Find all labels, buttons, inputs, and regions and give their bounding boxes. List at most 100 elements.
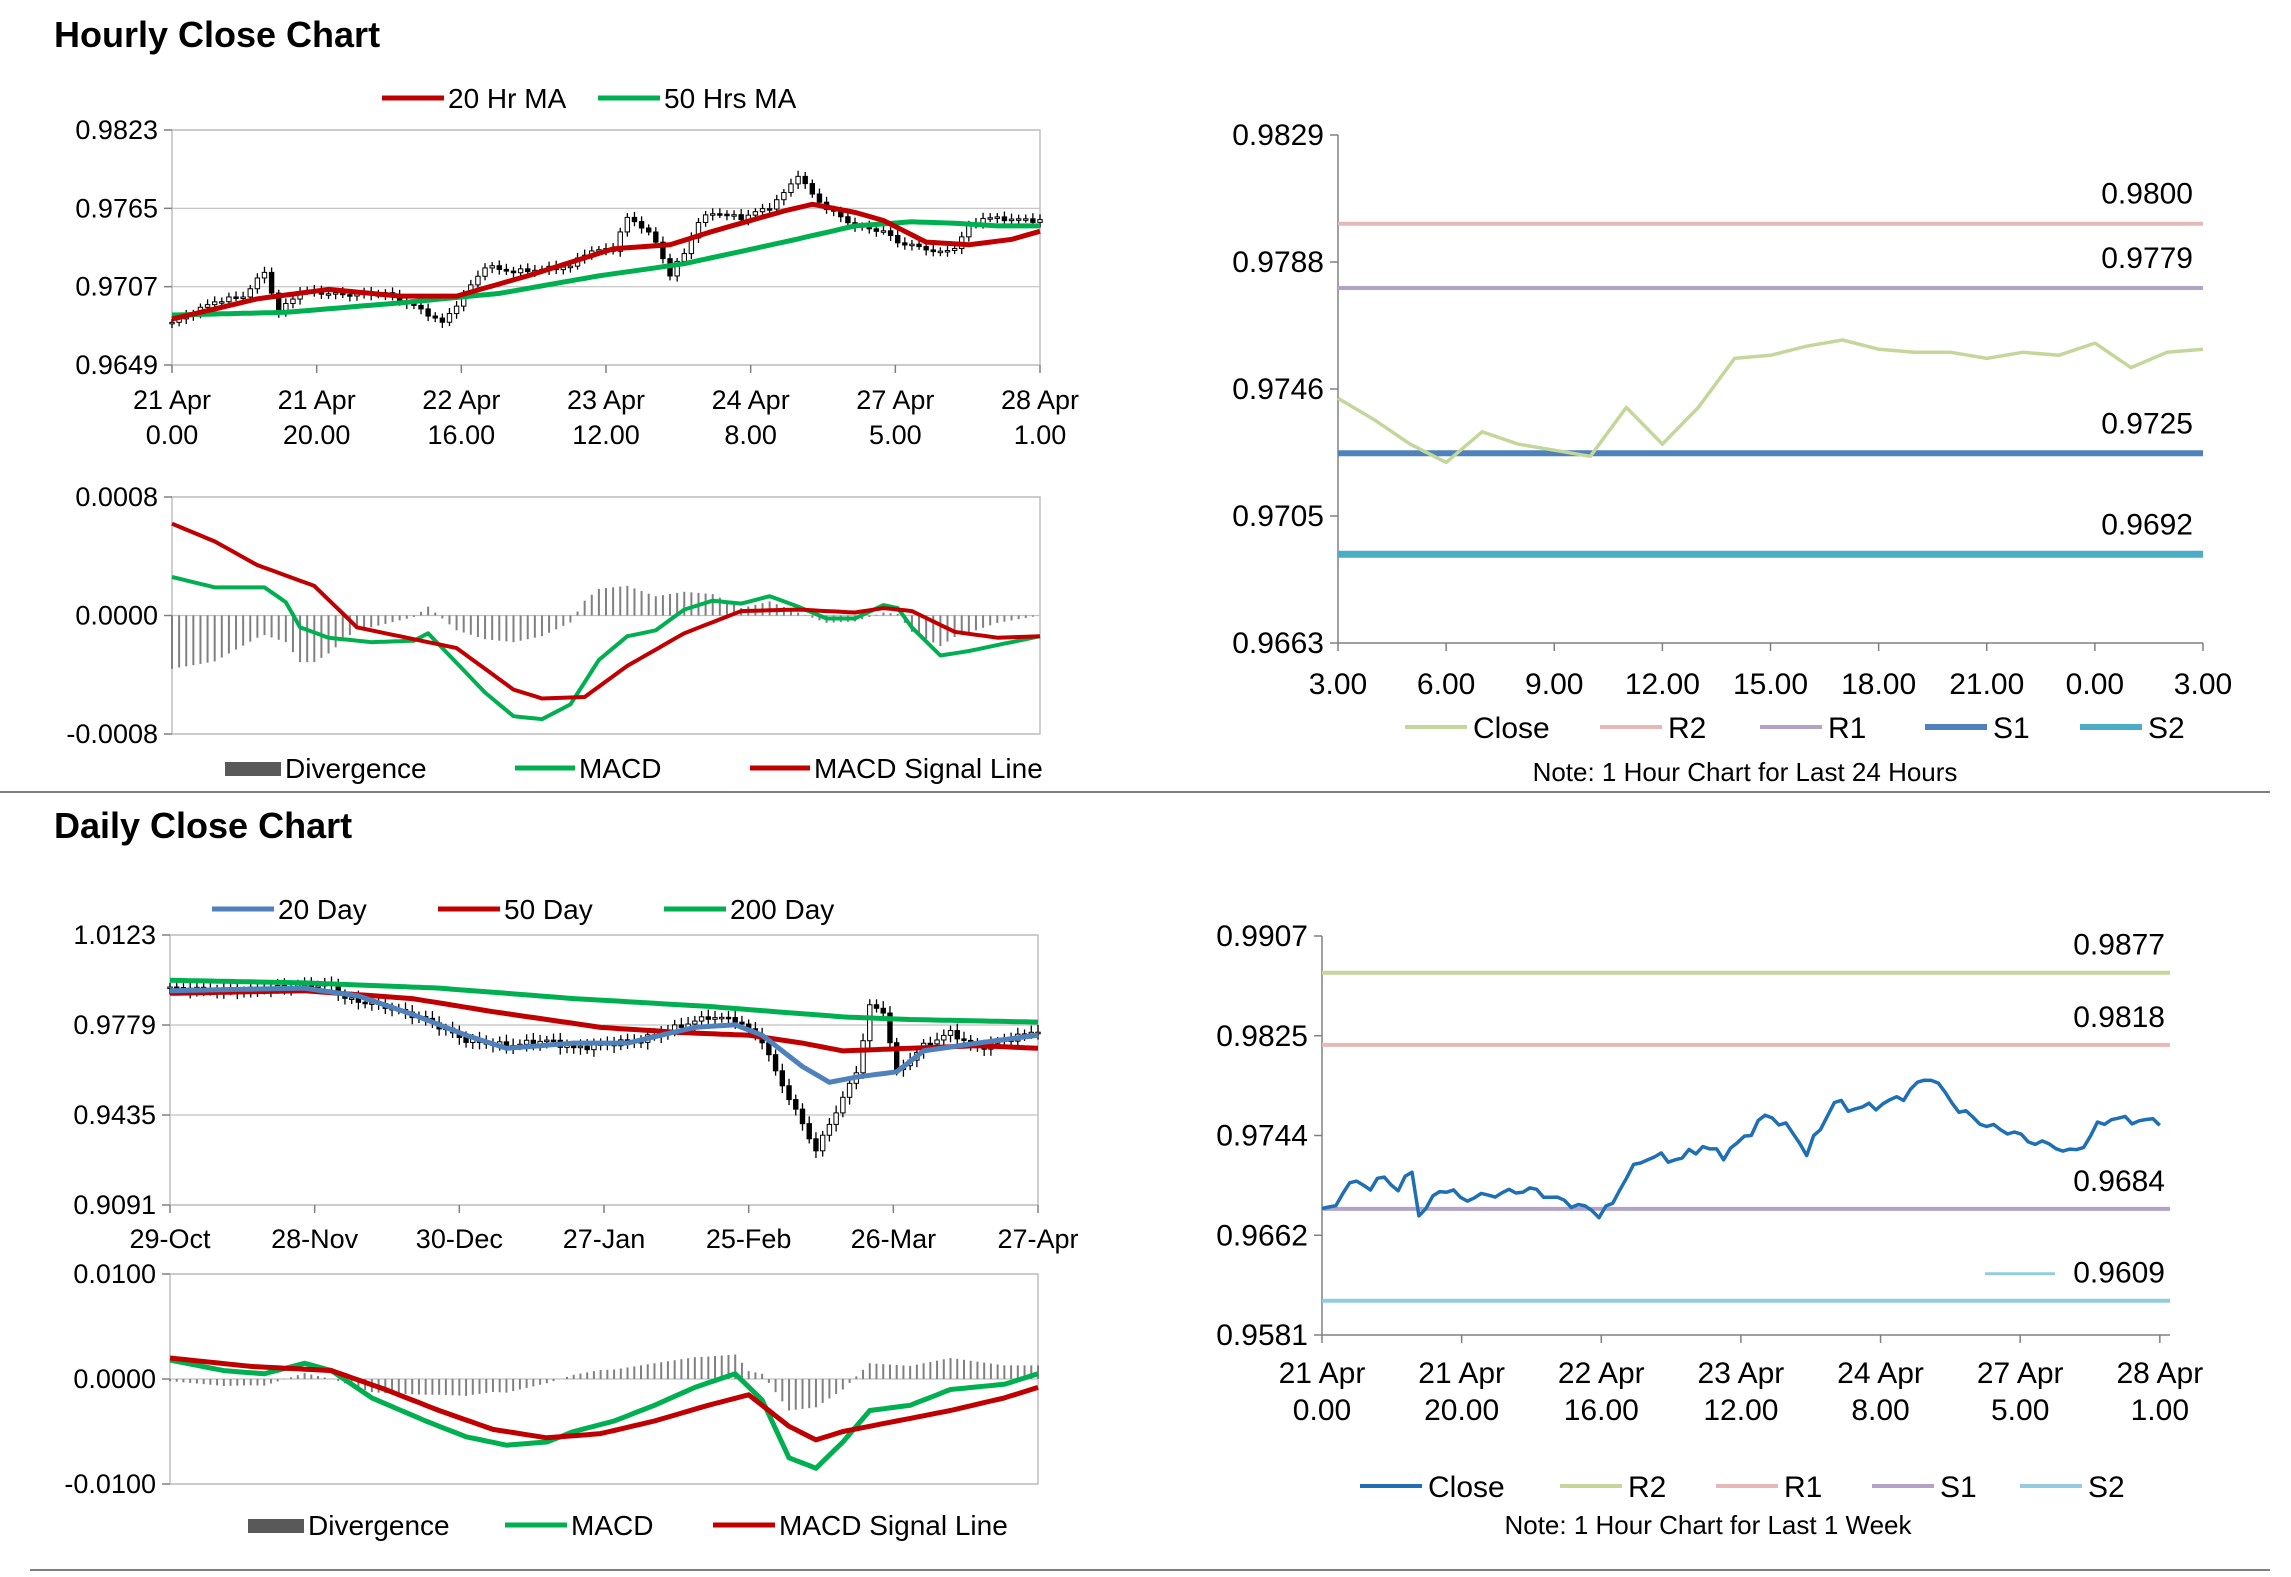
daily-price-candle-body <box>840 1096 846 1114</box>
hourly-24h-ytick-label: 0.9663 <box>1232 627 1324 660</box>
daily-price-ytick-label: 1.0123 <box>73 920 156 950</box>
hourly-price-candle-body <box>240 296 246 299</box>
daily-price-candle-body <box>947 1030 954 1036</box>
hourly-price-candle-body <box>439 317 446 323</box>
daily-macd-legend-label: MACD <box>571 1510 653 1541</box>
daily-macd-legend-label: MACD Signal Line <box>779 1510 1008 1541</box>
hourly-price-candle-body <box>937 250 944 254</box>
hourly-price-xtick-label: 16.00 <box>428 420 496 450</box>
hourly-24h-xtick-label: 3.00 <box>2174 668 2232 701</box>
hourly-macd-legend-label: Divergence <box>285 753 427 784</box>
daily-price-candle-body <box>927 1042 934 1046</box>
hourly-price-candle-body <box>759 208 766 213</box>
daily-price-candle-body <box>362 1001 368 1005</box>
hourly-24h-xtick-label: 15.00 <box>1733 668 1808 701</box>
hourly-price-ytick-label: 0.9765 <box>75 193 158 223</box>
daily-price-candle-body <box>779 1070 786 1087</box>
daily-price-candle-body <box>934 1039 940 1045</box>
daily-macd-ytick-label: -0.0100 <box>64 1469 156 1499</box>
hourly-24h-legend-label: S2 <box>2148 712 2185 745</box>
hourly-price-xtick-label: 27 Apr <box>856 385 934 415</box>
hourly-24h-ytick-label: 0.9788 <box>1232 246 1324 279</box>
hourly-price-xtick-label: 12.00 <box>572 420 640 450</box>
hourly-price-candle-body <box>226 296 232 303</box>
hourly-price-candle-body <box>347 294 353 297</box>
hourly-price-xtick-label: 21 Apr <box>133 385 211 415</box>
hourly-price-candle-body <box>702 214 709 223</box>
daily-price-candle-body <box>315 985 321 988</box>
daily-price-xtick-label: 26-Mar <box>851 1224 937 1254</box>
weekly-ytick-label: 0.9744 <box>1216 1120 1308 1153</box>
hourly-price-xtick-label: 5.00 <box>869 420 922 450</box>
hourly-price-candle-body <box>496 265 502 270</box>
weekly-xtick-label: 27 Apr <box>1977 1357 2064 1390</box>
weekly-legend-label: S2 <box>2088 1471 2125 1504</box>
hourly-24h-ytick-label: 0.9746 <box>1232 373 1324 406</box>
hourly-price-candle-body <box>567 265 574 269</box>
weekly-xtick-label: 5.00 <box>1991 1394 2049 1427</box>
hourly-price-candle-body <box>510 270 517 274</box>
hourly-24h-legend-label: S1 <box>1993 712 2030 745</box>
weekly-level-label: 0.9609 <box>2073 1257 2165 1290</box>
hourly-price-candle-body <box>1023 218 1029 221</box>
hourly-price-candle-body <box>261 271 268 279</box>
daily-macd-macd-line <box>169 1357 1039 1471</box>
hourly-price-candle-body <box>752 211 759 216</box>
daily-price-xtick-label: 29-Oct <box>129 1224 211 1254</box>
daily-price-candle-body <box>880 1007 886 1014</box>
hourly-price-candle-body <box>475 275 481 286</box>
hourly-price-ma20-line <box>171 201 1041 322</box>
hourly-macd-ytick-label: 0.0000 <box>75 601 158 631</box>
hourly-price-candle-body <box>788 183 794 194</box>
hourly-price-ma50-line <box>171 219 1040 318</box>
hourly-24h-xtick-label: 18.00 <box>1841 668 1916 701</box>
hourly-24h-legend-label: R2 <box>1668 712 1706 745</box>
daily-price-ytick-label: 0.9435 <box>73 1100 156 1130</box>
hourly-price-candle-body <box>204 304 211 308</box>
hourly-price-candle-body <box>1015 218 1022 221</box>
hourly-24h-xtick-label: 9.00 <box>1525 668 1583 701</box>
hourly-price-candle-body <box>645 227 652 233</box>
daily-price-candle-body <box>550 1039 557 1043</box>
hourly-price-candle-body <box>710 213 716 216</box>
hourly-24h-xtick-label: 0.00 <box>2066 668 2124 701</box>
hourly-price-candle-body <box>290 298 296 305</box>
hourly-price-candle-body <box>1030 218 1036 223</box>
hourly-price-candle-body <box>802 175 808 185</box>
daily-price-candle-body <box>860 1040 866 1074</box>
daily-price-ma200-line <box>169 977 1039 1025</box>
hourly-price-candle-body <box>880 230 887 233</box>
hourly-price-candle-body <box>731 214 737 217</box>
hourly-price-candle-body <box>631 216 638 223</box>
hourly-price-candle-body <box>902 242 908 246</box>
hourly-price-candle-body <box>489 265 495 269</box>
hourly-macd-legend-label: MACD <box>579 753 661 784</box>
hourly-price-xtick-label: 23 Apr <box>567 385 645 415</box>
hourly-price-candle-body <box>951 248 958 251</box>
hourly-price-candle-body <box>923 246 929 251</box>
hourly-price-candle-body <box>254 277 261 290</box>
hourly-24h-legend-label: R1 <box>1828 712 1866 745</box>
hourly-price-xtick-label: 28 Apr <box>1001 385 1079 415</box>
daily-price-candle-body <box>725 1016 732 1020</box>
daily-macd-ytick-label: 0.0100 <box>73 1259 156 1289</box>
hourly-price-candle-body <box>738 214 744 221</box>
hourly-price-candle-body <box>809 183 816 195</box>
hourly-price-candle-body <box>674 260 680 277</box>
hourly-price-candle-body <box>233 296 239 299</box>
hourly-price-legend-label: 20 Hr MA <box>448 83 567 114</box>
weekly-legend-label: Close <box>1428 1471 1505 1504</box>
daily-price-legend-label: 200 Day <box>730 894 834 925</box>
hourly-24h-level-label: 0.9800 <box>2101 178 2193 211</box>
daily-price-candle-body <box>941 1034 947 1041</box>
daily-price-xtick-label: 27-Apr <box>997 1224 1078 1254</box>
hourly-price-candle-body <box>219 301 225 304</box>
daily-price-candle-body <box>523 1039 530 1045</box>
weekly-xtick-label: 28 Apr <box>2116 1357 2203 1390</box>
weekly-note: Note: 1 Hour Chart for Last 1 Week <box>1504 1510 1912 1540</box>
hourly-price-candle-body <box>994 216 1001 219</box>
hourly-price-candle-body <box>418 304 424 310</box>
hourly-price-candle-body <box>944 249 951 253</box>
daily-price-candle-body <box>846 1082 853 1098</box>
daily-price-candle-body <box>348 997 355 1000</box>
